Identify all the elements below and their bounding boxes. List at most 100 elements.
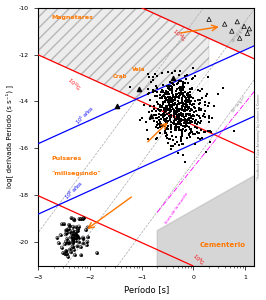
Point [183, 105, 187, 110]
Point [72, 247, 76, 252]
Point [66, 239, 71, 244]
Point [172, 78, 176, 83]
Point [187, 112, 191, 117]
Point [190, 85, 194, 90]
Point [74, 236, 78, 241]
Point [183, 128, 188, 133]
Point [162, 106, 167, 111]
Polygon shape [38, 0, 256, 59]
Point [74, 229, 78, 234]
Point [166, 106, 171, 111]
Point [81, 216, 86, 220]
Point [180, 99, 185, 104]
Point [185, 73, 189, 77]
Point [70, 232, 74, 236]
Point [73, 238, 78, 243]
Point [61, 250, 65, 255]
Text: "Handbook of Pulsar Astronomy" by Lorimer & Kramer: "Handbook of Pulsar Astronomy" by Lorime… [256, 94, 260, 180]
Point [168, 108, 173, 112]
Point [85, 239, 89, 244]
Point [176, 80, 180, 85]
Point [183, 119, 188, 124]
Point [179, 131, 184, 136]
Point [189, 128, 193, 133]
Point [158, 130, 163, 135]
Text: $10^5$ años: $10^5$ años [73, 104, 96, 127]
Point [146, 87, 150, 92]
Point [188, 86, 192, 91]
Point [76, 227, 80, 232]
Point [184, 114, 188, 118]
Point [168, 114, 172, 119]
Point [162, 111, 166, 116]
Point [172, 118, 176, 123]
Point [189, 130, 193, 134]
Point [152, 107, 156, 112]
Point [165, 92, 169, 97]
Point [180, 96, 184, 100]
Point [174, 117, 178, 122]
Text: Cementerio: Cementerio [199, 242, 245, 248]
Point [172, 100, 177, 105]
Point [197, 131, 201, 136]
Text: Crab: Crab [113, 74, 127, 79]
Point [166, 85, 171, 89]
Point [169, 100, 173, 104]
Point [161, 114, 165, 119]
Point [180, 112, 184, 117]
Point [179, 119, 183, 124]
Point [188, 114, 193, 119]
Point [166, 124, 171, 128]
Point [177, 116, 181, 121]
Point [169, 98, 173, 103]
Point [170, 90, 174, 94]
Point [171, 137, 176, 142]
Point [69, 216, 74, 220]
Point [59, 233, 63, 238]
Point [155, 100, 159, 105]
Point [71, 236, 75, 241]
Point [74, 235, 79, 240]
Point [178, 123, 183, 128]
Point [77, 236, 81, 241]
Text: $10^{12}$G: $10^{12}$G [65, 76, 83, 94]
Point [148, 98, 153, 103]
Point [171, 143, 175, 148]
Point [74, 231, 78, 236]
Point [164, 135, 169, 140]
Point [164, 108, 168, 113]
Point [185, 120, 190, 125]
Point [163, 118, 167, 123]
Point [184, 77, 188, 82]
Point [72, 247, 76, 252]
Point [178, 116, 183, 121]
Point [155, 89, 159, 94]
Point [55, 236, 60, 240]
Polygon shape [38, 0, 209, 132]
Point [179, 107, 184, 112]
Point [169, 108, 173, 113]
Point [172, 112, 176, 116]
Point [64, 232, 68, 237]
Point [63, 252, 68, 257]
Point [183, 101, 188, 106]
Point [66, 241, 70, 246]
Text: línea de la muerte: línea de la muerte [165, 192, 190, 225]
Point [187, 98, 191, 102]
Point [177, 118, 182, 122]
Point [75, 234, 80, 239]
Point [160, 123, 164, 128]
Point [174, 89, 178, 94]
Point [173, 68, 177, 73]
Point [57, 241, 61, 245]
Point [158, 92, 162, 97]
Point [168, 95, 172, 100]
Point [168, 118, 172, 123]
Point [176, 116, 180, 121]
Point [171, 94, 175, 99]
Point [84, 243, 89, 248]
Point [184, 103, 188, 108]
Point [183, 109, 187, 114]
Point [181, 87, 185, 92]
Point [154, 116, 158, 120]
